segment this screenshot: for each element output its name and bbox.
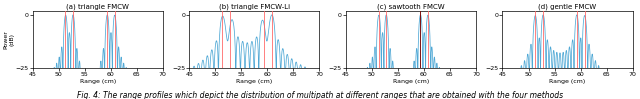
Title: (d) gentle FMCW: (d) gentle FMCW bbox=[538, 3, 596, 10]
Text: Fig. 4: The range profiles which depict the distribution of multipath at differe: Fig. 4: The range profiles which depict … bbox=[77, 91, 563, 99]
Title: (c) sawtooth FMCW: (c) sawtooth FMCW bbox=[377, 3, 445, 10]
Title: (a) triangle FMCW: (a) triangle FMCW bbox=[67, 3, 129, 10]
X-axis label: Range (cm): Range (cm) bbox=[393, 79, 429, 84]
X-axis label: Range (cm): Range (cm) bbox=[79, 79, 116, 84]
X-axis label: Range (cm): Range (cm) bbox=[549, 79, 586, 84]
X-axis label: Range (cm): Range (cm) bbox=[236, 79, 273, 84]
Y-axis label: Power
(dB): Power (dB) bbox=[3, 30, 14, 49]
Title: (b) triangle FMCW-Li: (b) triangle FMCW-Li bbox=[219, 3, 290, 10]
